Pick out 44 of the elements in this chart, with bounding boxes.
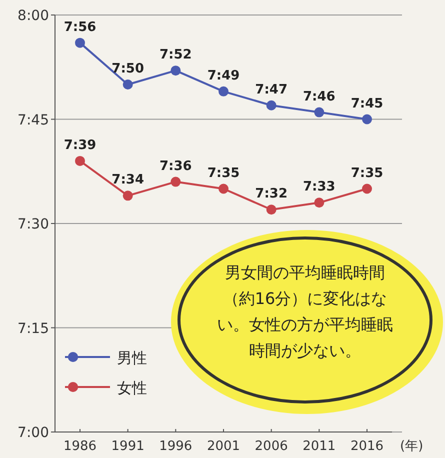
data-label: 7:35 (207, 166, 240, 181)
y-tick-label: 7:15 (18, 320, 49, 337)
point (362, 114, 372, 124)
data-label: 7:39 (64, 138, 96, 153)
data-label: 7:33 (302, 180, 336, 195)
annotation: 男女間の平均睡眠時間（約16分）に変化はない。女性の方が平均睡眠時間が少ない。 (216, 262, 394, 362)
x-tick-label: 2001 (206, 439, 240, 454)
y-tick-label: 8:00 (18, 8, 49, 24)
x-tick-label: 2006 (254, 439, 288, 454)
y-tick-label: 7:45 (18, 112, 49, 128)
data-label: 7:36 (159, 158, 192, 174)
point (122, 80, 133, 90)
x-tick-label: 1986 (63, 439, 97, 454)
point (314, 198, 324, 208)
x-tick-label: 2016 (350, 439, 384, 454)
x-tick-label: 1996 (159, 439, 192, 454)
x-tick-label: 1991 (111, 439, 144, 454)
legend-label: 男性 (117, 349, 147, 367)
point (170, 66, 181, 76)
point (266, 204, 276, 215)
data-label: 7:32 (255, 186, 288, 202)
x-axis-title: (年) (400, 439, 424, 454)
point (314, 107, 324, 118)
y-tick-label: 7:30 (18, 216, 49, 232)
legend-label: 女性 (117, 379, 147, 397)
point (362, 184, 372, 194)
data-label: 7:56 (64, 20, 96, 35)
point (266, 100, 276, 110)
data-label: 7:50 (112, 62, 144, 77)
data-label: 7:52 (159, 48, 192, 63)
x-tick-label: 2011 (302, 439, 336, 454)
point (75, 156, 85, 166)
point (122, 190, 133, 201)
point (75, 38, 85, 48)
data-label: 7:34 (112, 172, 144, 188)
data-label: 7:46 (302, 89, 336, 104)
data-label: 7:47 (255, 82, 288, 98)
data-label: 7:35 (350, 166, 384, 181)
point (218, 86, 228, 96)
y-tick-label: 7:00 (18, 425, 49, 441)
data-label: 7:49 (207, 68, 240, 84)
point (218, 184, 228, 194)
data-label: 7:45 (350, 96, 384, 112)
point (170, 176, 181, 187)
